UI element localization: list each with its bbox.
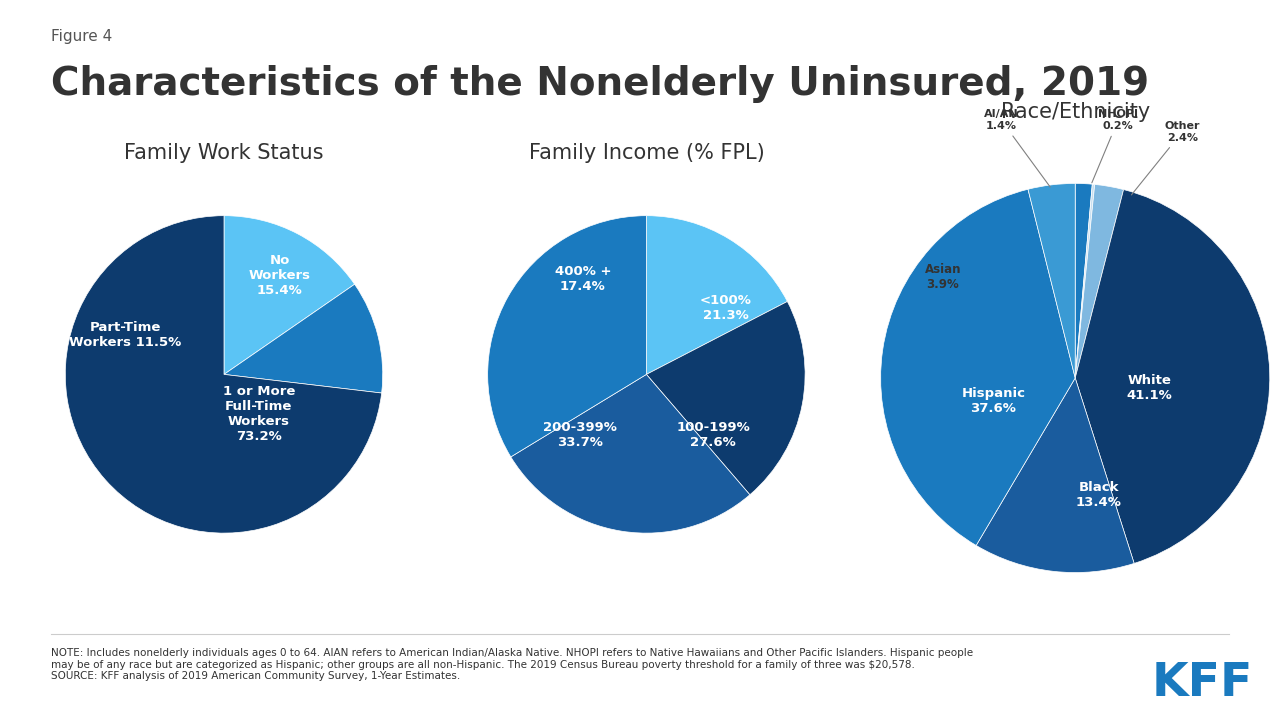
Text: Characteristics of the Nonelderly Uninsured, 2019: Characteristics of the Nonelderly Uninsu…: [51, 65, 1149, 103]
Wedge shape: [1075, 189, 1270, 564]
Text: 100-199%
27.6%: 100-199% 27.6%: [676, 420, 750, 449]
Wedge shape: [488, 216, 646, 457]
Text: Black
13.4%: Black 13.4%: [1075, 481, 1121, 509]
Wedge shape: [1075, 184, 1124, 378]
Wedge shape: [646, 216, 787, 374]
Text: NOTE: Includes nonelderly individuals ages 0 to 64. AIAN refers to American Indi: NOTE: Includes nonelderly individuals ag…: [51, 648, 973, 681]
Text: Part-Time
Workers 11.5%: Part-Time Workers 11.5%: [69, 320, 182, 348]
Text: Other
2.4%: Other 2.4%: [1132, 121, 1199, 195]
Title: Family Work Status: Family Work Status: [124, 143, 324, 163]
Text: AI/AN
1.4%: AI/AN 1.4%: [984, 109, 1050, 187]
Text: NHOPI
0.2%: NHOPI 0.2%: [1092, 109, 1138, 183]
Wedge shape: [224, 284, 383, 393]
Wedge shape: [881, 189, 1075, 546]
Text: Asian
3.9%: Asian 3.9%: [924, 263, 961, 291]
Wedge shape: [1075, 184, 1094, 378]
Text: 1 or More
Full-Time
Workers
73.2%: 1 or More Full-Time Workers 73.2%: [223, 385, 296, 443]
Wedge shape: [65, 216, 381, 533]
Text: <100%
21.3%: <100% 21.3%: [700, 294, 751, 322]
Wedge shape: [511, 374, 750, 533]
Title: Family Income (% FPL): Family Income (% FPL): [529, 143, 764, 163]
Text: 400% +
17.4%: 400% + 17.4%: [554, 265, 611, 293]
Text: White
41.1%: White 41.1%: [1126, 374, 1172, 402]
Text: Figure 4: Figure 4: [51, 29, 113, 44]
Wedge shape: [1075, 184, 1092, 378]
Wedge shape: [977, 378, 1134, 572]
Wedge shape: [646, 302, 805, 495]
Text: No
Workers
15.4%: No Workers 15.4%: [248, 254, 311, 297]
Text: 200-399%
33.7%: 200-399% 33.7%: [543, 420, 617, 449]
Wedge shape: [1028, 184, 1075, 378]
Text: KFF: KFF: [1152, 662, 1253, 706]
Title: Race/Ethnicity: Race/Ethnicity: [1001, 102, 1149, 122]
Text: Hispanic
37.6%: Hispanic 37.6%: [961, 387, 1025, 415]
Wedge shape: [224, 216, 355, 374]
